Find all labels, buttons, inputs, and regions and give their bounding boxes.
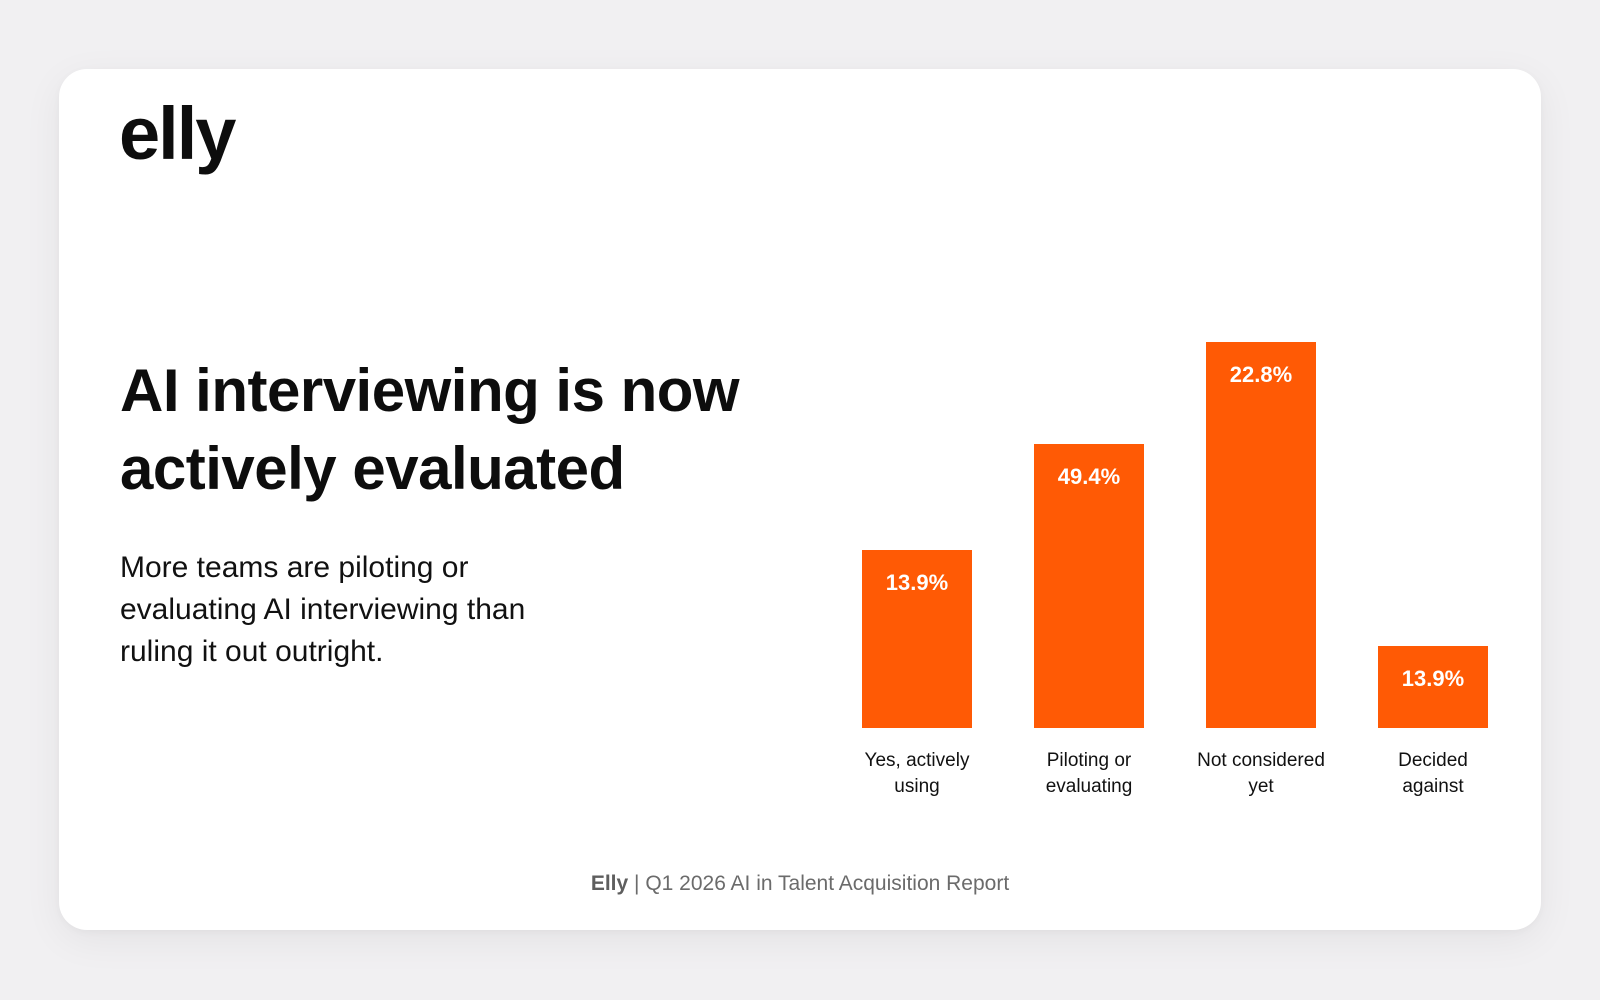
bar-3 bbox=[1206, 342, 1316, 728]
category-label-3: Not considered yet bbox=[1197, 750, 1325, 797]
bar-2 bbox=[1034, 444, 1144, 728]
bar-value-label-4: 13.9% bbox=[1402, 666, 1464, 691]
category-label-1: Yes, actively using bbox=[865, 750, 970, 797]
bar-value-label-2: 49.4% bbox=[1058, 464, 1120, 489]
page-subtitle: More teams are piloting or evaluating AI… bbox=[120, 551, 526, 668]
category-label-2: Piloting or evaluating bbox=[1046, 750, 1133, 797]
report-card: elly AI interviewing is now actively eva… bbox=[59, 69, 1541, 930]
category-label-4: Decided against bbox=[1398, 750, 1468, 797]
bar-value-label-1: 13.9% bbox=[886, 570, 948, 595]
bar-value-label-3: 22.8% bbox=[1230, 362, 1292, 387]
footer: Elly | Q1 2026 AI in Talent Acquisition … bbox=[59, 872, 1541, 896]
bar-4 bbox=[1378, 646, 1488, 728]
footer-report-title: Q1 2026 AI in Talent Acquisition Report bbox=[645, 872, 1010, 895]
page-title: AI interviewing is now actively evaluate… bbox=[120, 357, 740, 502]
footer-separator: | bbox=[628, 872, 646, 895]
footer-brand: Elly bbox=[590, 872, 629, 895]
elly-logo: elly bbox=[119, 92, 236, 175]
bar-1 bbox=[862, 550, 972, 728]
